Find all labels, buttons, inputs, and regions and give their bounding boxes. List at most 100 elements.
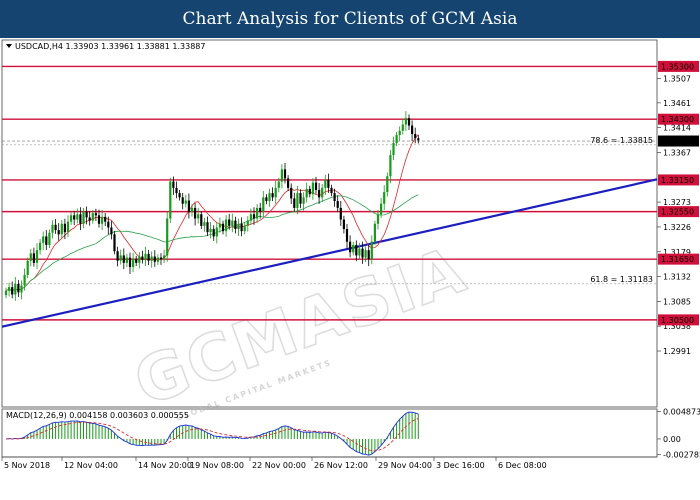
candle-body-69 xyxy=(218,223,221,228)
fib-label-1: 61.8 = 1.31183 xyxy=(590,275,653,284)
candle-body-57 xyxy=(181,197,184,204)
candle-body-98 xyxy=(308,188,311,195)
candle-body-101 xyxy=(318,189,321,198)
macd-series: 0.004873 0.00 -0.002785 xyxy=(5,407,700,460)
candle-body-64 xyxy=(203,222,206,226)
candle-body-48 xyxy=(153,256,156,262)
candle-body-71 xyxy=(225,219,228,232)
candle-body-76 xyxy=(240,223,243,232)
level-tag-4 xyxy=(658,253,699,265)
candle-body-55 xyxy=(175,187,178,194)
candle-body-11 xyxy=(39,242,42,251)
y-tick-label-0: 1.3507 xyxy=(663,75,691,84)
candle-body-2 xyxy=(11,287,14,295)
current-price-tag-label: 1.33887 xyxy=(661,137,694,146)
x-tick-label-0: 5 Nov 2018 xyxy=(4,461,50,470)
y-tick-label-2: 1.3414 xyxy=(663,124,691,133)
candle-body-90 xyxy=(283,169,287,179)
candle-body-126 xyxy=(395,135,398,143)
candle-body-111 xyxy=(349,241,352,253)
candle-body-7 xyxy=(26,260,29,275)
chart-title-banner: Chart Analysis for Clients of GCM Asia xyxy=(0,0,700,38)
candle-body-54 xyxy=(172,181,175,188)
candle-body-63 xyxy=(200,214,203,226)
candle-body-105 xyxy=(330,187,333,194)
level-tag-1 xyxy=(658,113,699,125)
current-price-tag xyxy=(658,135,699,147)
x-tick-label-6: 29 Nov 04:00 xyxy=(378,461,432,470)
candle-body-131 xyxy=(411,125,414,134)
candle-body-89 xyxy=(280,169,283,182)
candle-body-70 xyxy=(221,223,225,232)
candle-body-18 xyxy=(60,223,63,235)
candle-body-102 xyxy=(321,187,324,198)
dropdown-triangle-icon[interactable] xyxy=(6,44,12,48)
candle-body-84 xyxy=(265,197,268,202)
candle-body-124 xyxy=(389,155,392,177)
candle-body-91 xyxy=(287,178,290,188)
candle-body-24 xyxy=(79,214,82,224)
candle-body-127 xyxy=(398,130,401,136)
candle-body-12 xyxy=(42,236,45,243)
candle-body-37 xyxy=(119,255,122,261)
fibonacci-levels: 78.6 = 1.33815 61.8 = 1.31183 xyxy=(2,136,657,285)
candle-body-44 xyxy=(141,256,144,260)
symbol-info: USDCAD,H4 1.33903 1.33961 1.33881 1.3388… xyxy=(15,42,205,51)
candle-body-88 xyxy=(277,181,280,188)
candle-body-13 xyxy=(45,236,48,245)
candle-body-28 xyxy=(91,213,94,221)
candle-body-110 xyxy=(345,229,349,242)
candle-body-80 xyxy=(252,214,256,219)
candle-body-33 xyxy=(107,221,110,228)
candle-body-0 xyxy=(4,290,8,296)
candle-body-50 xyxy=(159,257,163,260)
candle-body-26 xyxy=(85,211,88,218)
chart-title: Chart Analysis for Clients of GCM Asia xyxy=(182,9,518,29)
ma-fast-line xyxy=(5,134,419,292)
candle-body-58 xyxy=(184,200,187,204)
candle-body-121 xyxy=(380,203,383,215)
candle-body-99 xyxy=(311,182,314,195)
y-tick-label-5: 1.3226 xyxy=(663,223,691,232)
macd-tick-label-0: 0.004873 xyxy=(663,407,700,416)
level-tag-label-5: 1.30500 xyxy=(661,316,694,325)
candle-body-52 xyxy=(166,218,169,256)
candle-body-29 xyxy=(94,213,97,216)
y-tick-label-1: 1.3461 xyxy=(663,99,691,108)
candle-body-87 xyxy=(274,187,277,198)
macd-tick-label-2: -0.002785 xyxy=(663,451,700,460)
candle-body-133 xyxy=(417,138,420,141)
candle-body-31 xyxy=(101,216,104,224)
candle-body-123 xyxy=(386,176,389,193)
candle-body-72 xyxy=(228,219,231,226)
candle-body-39 xyxy=(125,257,128,263)
candle-body-103 xyxy=(324,179,327,188)
candle-body-38 xyxy=(122,255,125,263)
candle-body-112 xyxy=(352,244,355,253)
candle-body-62 xyxy=(197,214,200,219)
candle-body-61 xyxy=(194,207,197,219)
macd-tick-label-1: 0.00 xyxy=(663,435,681,444)
candle-body-22 xyxy=(73,215,76,220)
ma-slow-line xyxy=(5,194,419,292)
candle-body-43 xyxy=(138,256,141,263)
candle-body-36 xyxy=(116,251,119,261)
candle-body-129 xyxy=(404,118,407,125)
level-tag-2 xyxy=(658,174,699,186)
candle-body-17 xyxy=(57,230,60,235)
candle-body-81 xyxy=(256,207,259,219)
candle-body-47 xyxy=(150,256,153,261)
x-tick-label-5: 26 Nov 12:00 xyxy=(314,461,368,470)
candle-body-60 xyxy=(190,207,194,213)
candle-body-117 xyxy=(367,250,370,260)
candle-body-73 xyxy=(231,220,234,226)
y-tick-label-10: 1.2991 xyxy=(663,347,691,356)
candle-body-86 xyxy=(271,193,274,198)
candle-body-116 xyxy=(364,250,367,258)
x-tick-label-3: 19 Nov 08:00 xyxy=(190,461,244,470)
candle-body-104 xyxy=(327,179,330,188)
price-axis: 1.3507 1.3461 1.3414 1.3367 1.3273 1.3226 1.31… xyxy=(657,75,691,356)
candle-body-97 xyxy=(305,188,308,198)
candle-body-35 xyxy=(113,234,116,252)
